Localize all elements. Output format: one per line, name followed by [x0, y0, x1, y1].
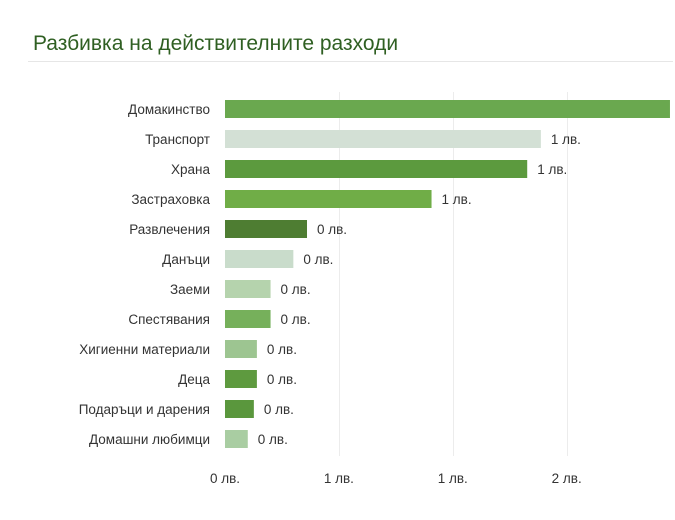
category-label: Подаръци и дарения	[79, 402, 210, 417]
data-label: 0 лв.	[281, 312, 311, 327]
category-label: Храна	[171, 162, 210, 177]
category-label: Хигиенни материали	[79, 342, 210, 357]
title-divider	[28, 61, 673, 62]
category-label: Деца	[178, 372, 210, 387]
bar	[225, 280, 271, 298]
category-label: Транспорт	[145, 132, 210, 147]
bar	[225, 340, 257, 358]
category-label: Домакинство	[128, 102, 210, 117]
data-label: 0 лв.	[303, 252, 333, 267]
data-label: 1 лв.	[537, 162, 567, 177]
category-label: Заеми	[170, 282, 210, 297]
bar	[225, 160, 528, 178]
x-tick-label: 1 лв.	[324, 471, 354, 486]
bar	[225, 250, 294, 268]
data-label: 0 лв.	[281, 282, 311, 297]
data-label: 1 лв.	[442, 192, 472, 207]
category-label: Застраховка	[131, 192, 210, 207]
data-label: 1 лв.	[551, 132, 581, 147]
bar	[225, 430, 248, 448]
data-label: 0 лв.	[267, 372, 297, 387]
category-label: Данъци	[162, 252, 210, 267]
bar	[225, 400, 254, 418]
data-label: 0 лв.	[317, 222, 347, 237]
bar	[225, 130, 541, 148]
chart-title: Разбивка на действителните разходи	[33, 32, 399, 55]
data-label: 0 лв.	[264, 402, 294, 417]
bar	[225, 100, 670, 118]
category-label: Спестявания	[128, 312, 210, 327]
x-tick-label: 0 лв.	[210, 471, 240, 486]
data-label: 0 лв.	[258, 432, 288, 447]
category-label: Домашни любимци	[89, 432, 210, 447]
bar	[225, 310, 271, 328]
data-label: 0 лв.	[267, 342, 297, 357]
bar	[225, 370, 257, 388]
bar	[225, 190, 432, 208]
category-label: Развлечения	[129, 222, 210, 237]
x-tick-label: 1 лв.	[438, 471, 468, 486]
bar	[225, 220, 308, 238]
x-tick-label: 2 лв.	[552, 471, 582, 486]
